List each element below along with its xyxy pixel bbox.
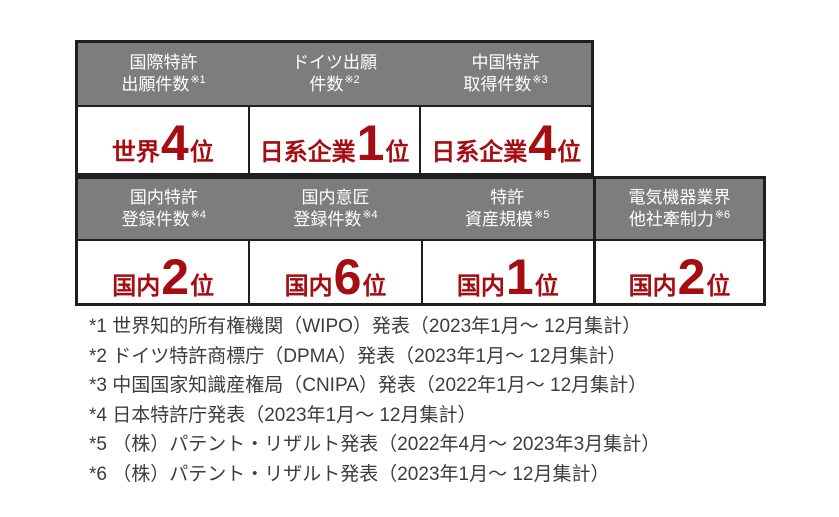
rank-cell-patent-asset-scale: 国内 1 位 — [420, 241, 593, 305]
rank-suffix: 位 — [706, 273, 731, 300]
rank-cell-electric-industry: 国内 2 位 — [596, 241, 763, 303]
rank-cell-japanese-companies-china: 日系企業 4 位 — [419, 107, 592, 173]
footnote-ref-mark: ※4 — [362, 209, 378, 222]
footnote-6: *6 （株）パテント・リザルト発表（2023年1月～ 12月集計） — [89, 463, 610, 485]
header-line2: 他社牽制力※6 — [628, 209, 731, 229]
header-china-patents-acquired: 中国特許 取得件数※3 — [420, 43, 591, 105]
rank-suffix: 位 — [190, 273, 215, 300]
header-line1: 国内特許 — [129, 188, 198, 207]
ranking-table-bottom-left: 国内特許 登録件数※4 国内意匠 登録件数※4 特許 資産規模※5 国内 2 位 国… — [78, 179, 593, 303]
header-line2: 登録件数※4 — [293, 209, 378, 229]
rank-number: 4 — [528, 115, 557, 171]
header-line1: 特許 — [490, 188, 525, 207]
rank-number: 6 — [333, 249, 362, 305]
header-domestic-patent-registrations: 国内特許 登録件数※4 — [78, 179, 250, 239]
rank-cell-domestic-patent: 国内 2 位 — [78, 241, 249, 305]
header-line1: 電気機器業界 — [628, 188, 731, 207]
header-line2: 取得件数※3 — [463, 74, 548, 94]
header-electric-industry-restraint-band: 電気機器業界 他社牽制力※6 — [596, 179, 763, 239]
footnote-ref-mark: ※5 — [534, 209, 550, 222]
rank-prefix: 日系企業 — [431, 139, 528, 166]
ranking-table-bottom-right: 電気機器業界 他社牽制力※6 国内 2 位 — [593, 179, 763, 303]
ranking-table-top-header-band: 国際特許 出願件数※1 ドイツ出願 件数※2 中国特許 取得件数※3 — [78, 43, 591, 105]
rank-number: 2 — [161, 249, 190, 305]
header-intl-patent-applications: 国際特許 出願件数※1 — [78, 43, 249, 105]
ranking-table-bottom: 国内特許 登録件数※4 国内意匠 登録件数※4 特許 資産規模※5 国内 2 位 国… — [75, 176, 766, 306]
header-line2: 出願件数※1 — [121, 74, 206, 94]
rank-prefix: 日系企業 — [259, 139, 356, 166]
header-line2: 資産規模※5 — [465, 209, 550, 229]
footnote-1: *1 世界知的所有権機関（WIPO）発表（2023年1月～ 12月集計） — [89, 316, 642, 337]
footnote-ref-mark: ※3 — [532, 74, 548, 87]
ranking-table-bottom-value-row: 国内 2 位 国内 6 位 国内 1 位 — [78, 239, 593, 303]
header-line2: 登録件数※4 — [121, 209, 206, 229]
footnote-ref-mark: ※6 — [714, 209, 731, 222]
rank-suffix: 位 — [534, 273, 559, 300]
rank-prefix: 国内 — [628, 273, 677, 300]
footnote-ref-mark: ※4 — [190, 209, 206, 222]
footnote-5: *5 （株）パテント・リザルト発表（2022年4月～ 2023年3月集計） — [89, 434, 661, 455]
header-line1: ドイツ出願 — [292, 53, 377, 72]
footnote-4: *4 日本特許庁発表（2023年1月～ 12月集計） — [89, 404, 477, 426]
rank-suffix: 位 — [189, 139, 214, 166]
footnotes: *1 世界知的所有権機関（WIPO）発表（2023年1月～ 12月集計） *2 … — [89, 312, 660, 489]
rank-prefix: 世界 — [111, 139, 160, 166]
rank-suffix: 位 — [557, 139, 582, 166]
rank-number: 1 — [356, 115, 385, 171]
rank-prefix: 国内 — [112, 273, 161, 300]
header-line1: 国内意匠 — [301, 188, 370, 207]
header-line2: 件数※2 — [309, 74, 360, 94]
rank-number: 1 — [505, 249, 534, 305]
header-domestic-design-registrations: 国内意匠 登録件数※4 — [250, 179, 422, 239]
header-electric-industry-restraint: 電気機器業界 他社牽制力※6 — [596, 179, 763, 239]
header-line1: 中国特許 — [471, 53, 540, 72]
ranking-table-top: 国際特許 出願件数※1 ドイツ出願 件数※2 中国特許 取得件数※3 世界 4 位 … — [75, 40, 594, 176]
rank-suffix: 位 — [362, 273, 387, 300]
footnote-ref-mark: ※1 — [190, 74, 206, 87]
rank-cell-japanese-companies-germany: 日系企業 1 位 — [247, 107, 420, 173]
rank-row-electric-industry: 国内 2 位 — [596, 239, 763, 303]
rank-cell-world: 世界 4 位 — [78, 107, 248, 173]
rank-cell-domestic-design: 国内 6 位 — [248, 241, 421, 305]
ranking-table-bottom-header-band: 国内特許 登録件数※4 国内意匠 登録件数※4 特許 資産規模※5 — [78, 179, 593, 239]
header-germany-applications: ドイツ出願 件数※2 — [249, 43, 420, 105]
header-patent-asset-scale: 特許 資産規模※5 — [421, 179, 593, 239]
footnote-3: *3 中国国家知識産権局（CNIPA）発表（2022年1月～ 12月集計） — [89, 375, 648, 396]
header-line1: 国際特許 — [129, 53, 198, 72]
rank-prefix: 国内 — [456, 273, 505, 300]
rank-number: 2 — [677, 249, 706, 305]
ranking-table-top-value-row: 世界 4 位 日系企業 1 位 日系企業 4 位 — [78, 105, 592, 173]
rank-number: 4 — [160, 115, 189, 171]
footnote-2: *2 ドイツ特許商標庁（DPMA）発表（2023年1月～ 12月集計） — [89, 345, 627, 367]
footnote-ref-mark: ※2 — [344, 74, 360, 87]
rank-suffix: 位 — [385, 139, 410, 166]
rank-prefix: 国内 — [284, 273, 333, 300]
